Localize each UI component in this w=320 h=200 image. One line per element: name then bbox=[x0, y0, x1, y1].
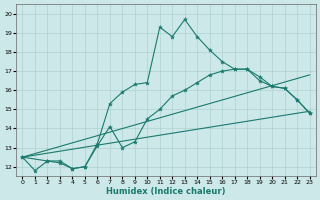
X-axis label: Humidex (Indice chaleur): Humidex (Indice chaleur) bbox=[106, 187, 226, 196]
